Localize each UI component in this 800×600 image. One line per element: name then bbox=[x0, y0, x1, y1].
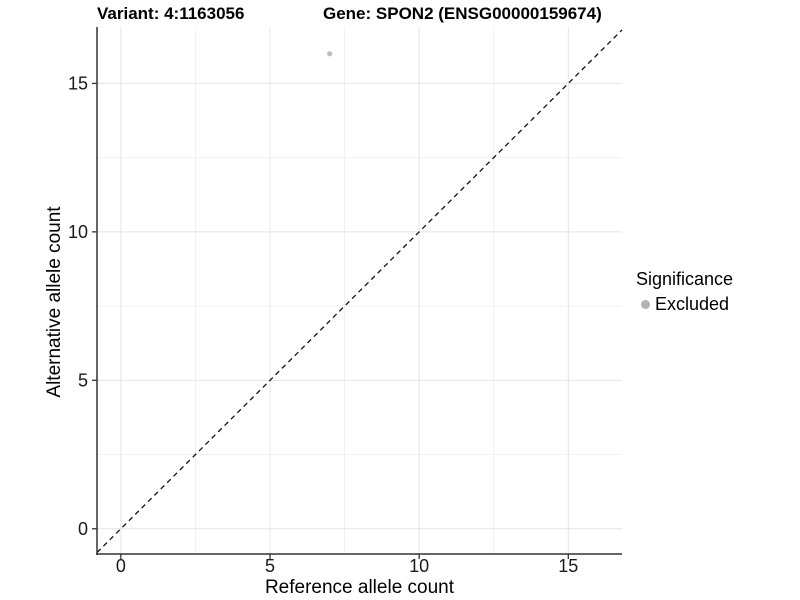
plot-title-variant: Variant: 4:1163056 bbox=[97, 4, 245, 23]
legend-title: Significance bbox=[636, 269, 734, 289]
legend-point-icon bbox=[641, 300, 650, 309]
legend-item-excluded: Excluded bbox=[641, 294, 733, 315]
x-tick-label: 10 bbox=[409, 556, 429, 576]
y-axis-title: Alternative allele count bbox=[44, 206, 65, 398]
data-point bbox=[327, 51, 333, 57]
legend: Significance Excluded bbox=[636, 269, 733, 315]
x-tick-label: 0 bbox=[116, 556, 126, 576]
legend-item-label: Excluded bbox=[655, 294, 730, 314]
x-axis-title: Reference allele count bbox=[264, 577, 455, 598]
x-tick-label: 5 bbox=[265, 556, 275, 576]
y-tick-label: 0 bbox=[78, 519, 88, 539]
x-tick-label: 15 bbox=[558, 556, 578, 576]
y-tick-label: 15 bbox=[68, 73, 88, 93]
plot-title-gene: Gene: SPON2 (ENSG00000159674) bbox=[323, 4, 602, 23]
y-tick-label: 5 bbox=[78, 370, 88, 390]
y-tick-label: 10 bbox=[68, 222, 88, 242]
identity-dashed-line bbox=[96, 29, 623, 553]
